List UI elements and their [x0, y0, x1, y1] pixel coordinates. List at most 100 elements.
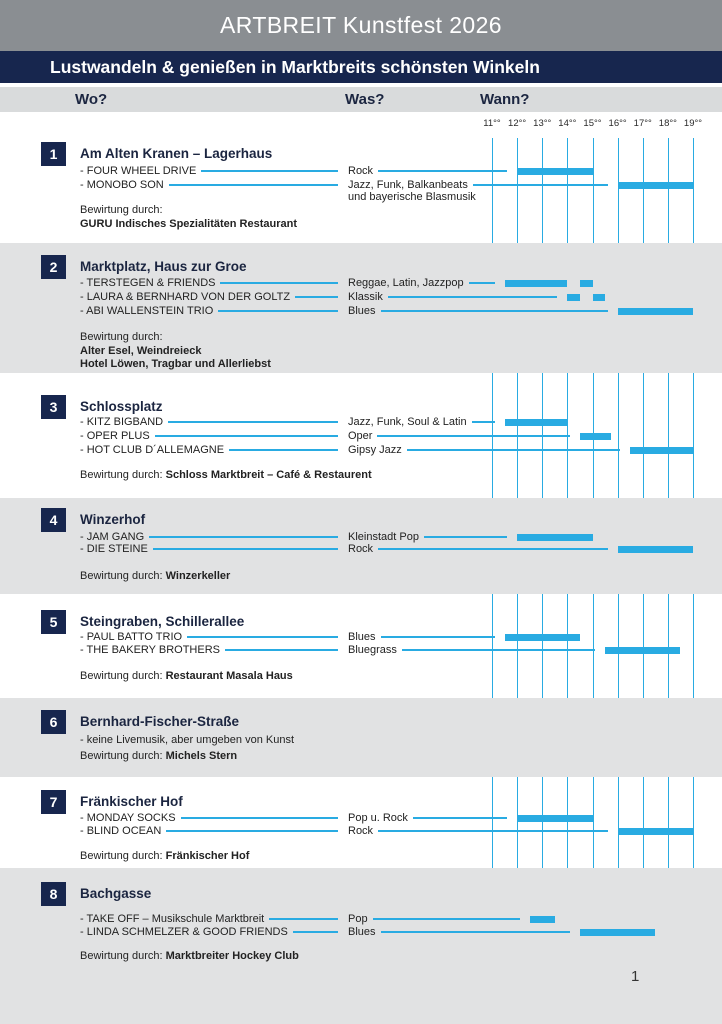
- time-label: 14°°: [558, 118, 577, 129]
- schedule-bar: [567, 294, 580, 301]
- bewirtung-name: GURU Indisches Spezialitäten Restaurant: [80, 217, 297, 230]
- time-label: 18°°: [658, 118, 677, 129]
- time-label: 15°°: [583, 118, 602, 129]
- act-name: - BLIND OCEAN: [80, 825, 162, 837]
- bewirtung: Bewirtung durch: Michels Stern: [80, 750, 237, 764]
- connector-line: [220, 282, 338, 284]
- act-row: - DIE STEINE Rock: [0, 542, 722, 556]
- act-name: - LAURA & BERNHARD VON DER GOLTZ: [80, 291, 291, 303]
- act-genre: Bluegrass: [348, 644, 397, 656]
- act-genre: Rock: [348, 543, 374, 555]
- schedule-bar: [529, 916, 555, 923]
- bewirtung-name: Fränkischer Hof: [165, 850, 250, 862]
- act-row: - HOT CLUB D´ALLEMAGNE Gipsy Jazz: [0, 443, 722, 457]
- act-genre: Pop: [348, 913, 368, 925]
- act-genre: Oper: [348, 430, 373, 442]
- act-name-wrap: - TAKE OFF – Musikschule Marktbreit: [80, 912, 343, 926]
- connector-line: [152, 548, 338, 550]
- act-genre-wrap: Blues: [348, 925, 575, 939]
- act-name: - FOUR WHEEL DRIVE: [80, 165, 197, 177]
- column-header-wann: Wann?: [480, 91, 530, 108]
- section-title: Bernhard-Fischer-Straße: [80, 714, 240, 729]
- schedule-bar: [605, 647, 681, 654]
- act-row: - FOUR WHEEL DRIVE Rock: [0, 164, 722, 178]
- act-genre: Blues: [348, 631, 376, 643]
- act-row: - MONDAY SOCKS Pop u. Rock: [0, 811, 722, 825]
- act-row: - TERSTEGEN & FRIENDS Reggae, Latin, Jazz…: [0, 276, 722, 290]
- act-genre-wrap: Blues: [348, 304, 613, 318]
- connector-line: [377, 435, 570, 437]
- bewirtung-label: Bewirtung durch:: [80, 850, 166, 862]
- schedule-bar: [579, 433, 612, 440]
- time-label: 13°°: [533, 118, 552, 129]
- act-genre: Jazz, Funk, Balkanbeats: [348, 179, 468, 191]
- act-name: - PAUL BATTO TRIO: [80, 631, 183, 643]
- act-genre-wrap: Bluegrass: [348, 643, 600, 657]
- act-name-wrap: - DIE STEINE: [80, 542, 343, 556]
- bewirtung-label: Bewirtung durch:: [80, 331, 163, 343]
- subtitle-banner: Lustwandeln & genießen in Marktbreits sc…: [0, 51, 722, 83]
- bewirtung-label: Bewirtung durch:: [80, 750, 166, 762]
- section-title: Schlossplatz: [80, 399, 163, 414]
- schedule-bar: [579, 280, 593, 287]
- section-number-badge: 8: [41, 882, 66, 906]
- section-number-badge: 4: [41, 508, 66, 532]
- connector-line: [224, 649, 338, 651]
- act-genre-wrap: Klassik: [348, 290, 562, 304]
- bewirtung: Bewirtung durch: Restaurant Masala Haus: [80, 670, 293, 684]
- bewirtung-line: Bewirtung durch: Marktbreiter Hockey Clu…: [80, 950, 299, 964]
- act-genre: Kleinstadt Pop: [348, 531, 419, 543]
- connector-line: [380, 636, 495, 638]
- section-6: 6 Bernhard-Fischer-Straße - keine Livemusi…: [0, 698, 722, 777]
- connector-line: [372, 918, 520, 920]
- act-genre-wrap: Jazz, Funk, Balkanbeats: [348, 178, 613, 192]
- act-row: - MONOBO SON Jazz, Funk, Balkanbeats: [0, 178, 722, 192]
- section-title: Winzerhof: [80, 512, 146, 527]
- section-3: 3 Schlossplatz - KITZ BIGBAND Jazz, Funk, S…: [0, 373, 722, 498]
- schedule-bar: [592, 294, 606, 301]
- act-row: - PAUL BATTO TRIO Blues: [0, 630, 722, 644]
- page-title: ARTBREIT Kunstfest 2026: [220, 12, 502, 38]
- act-row: - LAURA & BERNHARD VON DER GOLTZ Klassik: [0, 290, 722, 304]
- time-label: 19°°: [683, 118, 703, 129]
- act-genre-wrap: Jazz, Funk, Soul & Latin: [348, 415, 500, 429]
- connector-line: [168, 184, 338, 186]
- act-name: - DIE STEINE: [80, 543, 148, 555]
- act-name-wrap: - LAURA & BERNHARD VON DER GOLTZ: [80, 290, 343, 304]
- bewirtung: Bewirtung durch: Winzerkeller: [80, 570, 230, 584]
- page-number: 1: [631, 968, 640, 985]
- act-row: - OPER PLUS Oper: [0, 429, 722, 443]
- act-name-wrap: - ABI WALLENSTEIN TRIO: [80, 304, 343, 318]
- act-name-wrap: - FOUR WHEEL DRIVE: [80, 164, 343, 178]
- section-1: 1 Am Alten Kranen – Lagerhaus - FOUR WHEEL…: [0, 138, 722, 243]
- act-name: - LINDA SCHMELZER & GOOD FRIENDS: [80, 926, 288, 938]
- bewirtung-label: Bewirtung durch:: [80, 469, 166, 481]
- act-name-wrap: - THE BAKERY BROTHERS: [80, 643, 343, 657]
- time-label: 12°°: [508, 118, 527, 129]
- connector-line: [468, 282, 495, 284]
- connector-line: [154, 435, 338, 437]
- act-name-wrap: - TERSTEGEN & FRIENDS: [80, 276, 343, 290]
- act-genre: Blues: [348, 305, 376, 317]
- act-name: - THE BAKERY BROTHERS: [80, 644, 220, 656]
- section-8: 8 Bachgasse - TAKE OFF – Musikschule Markt…: [0, 868, 722, 1024]
- bewirtung-name: Michels Stern: [165, 750, 238, 762]
- act-genre-wrap: Reggae, Latin, Jazzpop: [348, 276, 500, 290]
- act-genre: Blues: [348, 926, 376, 938]
- act-name-wrap: - LINDA SCHMELZER & GOOD FRIENDS: [80, 925, 343, 939]
- bewirtung-name: Marktbreiter Hockey Club: [165, 950, 299, 962]
- connector-line: [423, 536, 508, 538]
- page-header: ARTBREIT Kunstfest 2026: [0, 0, 722, 51]
- bewirtung: Bewirtung durch: Schloss Marktbreit – Ca…: [80, 469, 372, 483]
- connector-line: [149, 536, 338, 538]
- act-genre: Reggae, Latin, Jazzpop: [348, 277, 464, 289]
- act-name: - TERSTEGEN & FRIENDS: [80, 277, 216, 289]
- act-row: - TAKE OFF – Musikschule Marktbreit Pop: [0, 912, 722, 926]
- section-title: Bachgasse: [80, 886, 152, 901]
- schedule-bar: [617, 308, 693, 315]
- bewirtung-label: Bewirtung durch:: [80, 204, 163, 216]
- act-name-wrap: - HOT CLUB D´ALLEMAGNE: [80, 443, 343, 457]
- section-title: Steingraben, Schillerallee: [80, 614, 245, 629]
- act-name: - KITZ BIGBAND: [80, 416, 164, 428]
- act-genre-wrap: Rock: [348, 824, 613, 838]
